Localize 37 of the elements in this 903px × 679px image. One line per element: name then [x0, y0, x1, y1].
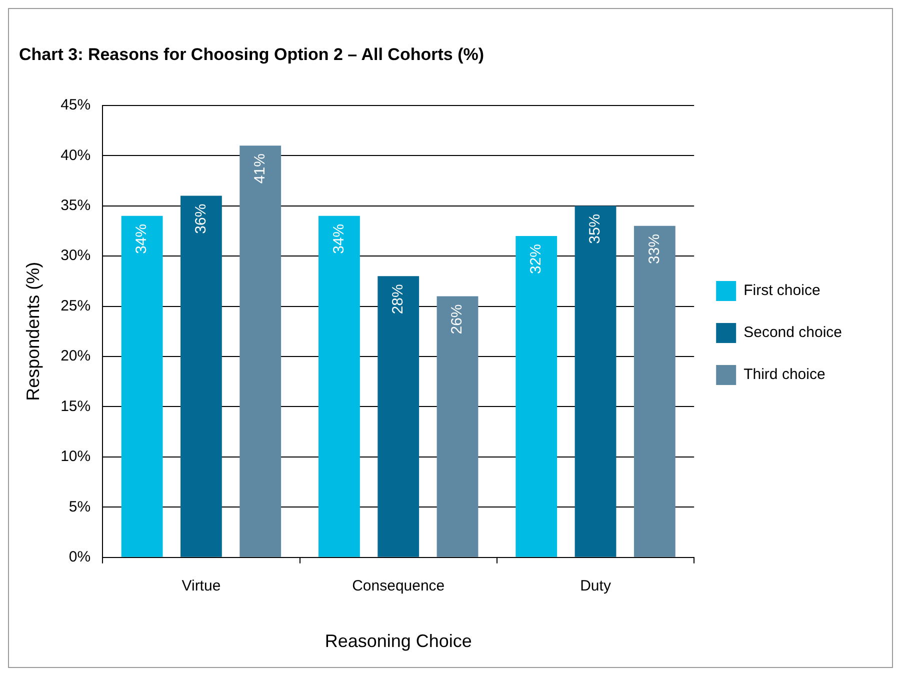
y-tick-label: 25% — [60, 297, 91, 314]
y-tick-label: 15% — [60, 398, 91, 415]
y-tick-label: 5% — [68, 498, 91, 516]
x-tick-label: Virtue — [182, 578, 221, 595]
legend-label: Third choice — [744, 366, 826, 384]
data-label: 28% — [390, 284, 406, 314]
legend-label: First choice — [744, 282, 820, 300]
bar — [240, 146, 282, 557]
y-axis-title: Respondents (%) — [22, 262, 43, 401]
y-tick-label: 30% — [60, 247, 91, 264]
x-tick-label: Duty — [580, 578, 612, 595]
y-tick-label: 10% — [60, 448, 91, 466]
data-label: 33% — [646, 234, 663, 264]
data-label: 34% — [330, 224, 348, 254]
data-label: 34% — [133, 224, 150, 254]
bar — [634, 226, 676, 557]
chart-title: Chart 3: Reasons for Choosing Option 2 – All Cohorts (%) — [19, 44, 484, 64]
data-label: 35% — [586, 214, 604, 244]
bar — [318, 216, 360, 557]
data-label: 32% — [528, 244, 545, 274]
y-tick-label: 35% — [60, 196, 91, 214]
y-tick-label: 0% — [68, 548, 91, 566]
x-tick-label: Consequence — [352, 578, 445, 595]
bar — [516, 236, 558, 557]
y-tick-label: 20% — [60, 348, 91, 365]
bar — [121, 216, 163, 557]
data-label: 26% — [448, 304, 466, 334]
x-axis-title: Reasoning Choice — [324, 631, 472, 652]
y-tick-label: 40% — [60, 146, 91, 164]
bar — [574, 206, 616, 557]
legend-label: Second choice — [744, 324, 842, 342]
data-label: 41% — [251, 154, 268, 184]
y-tick-label: 45% — [60, 96, 91, 114]
data-label: 36% — [192, 204, 210, 234]
bar — [436, 296, 478, 557]
bar — [378, 276, 420, 557]
bar — [180, 196, 222, 557]
